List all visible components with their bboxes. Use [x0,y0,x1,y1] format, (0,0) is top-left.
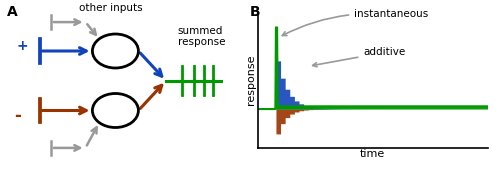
Text: instantaneous: instantaneous [282,9,428,36]
Text: A: A [8,5,18,19]
Text: additive: additive [312,47,406,67]
Text: B: B [250,5,260,19]
X-axis label: time: time [360,149,385,159]
Y-axis label: response: response [246,55,256,105]
Text: summed
response: summed response [178,26,225,47]
Text: other inputs: other inputs [78,3,142,13]
Text: +: + [16,39,28,53]
Text: -: - [14,107,21,125]
